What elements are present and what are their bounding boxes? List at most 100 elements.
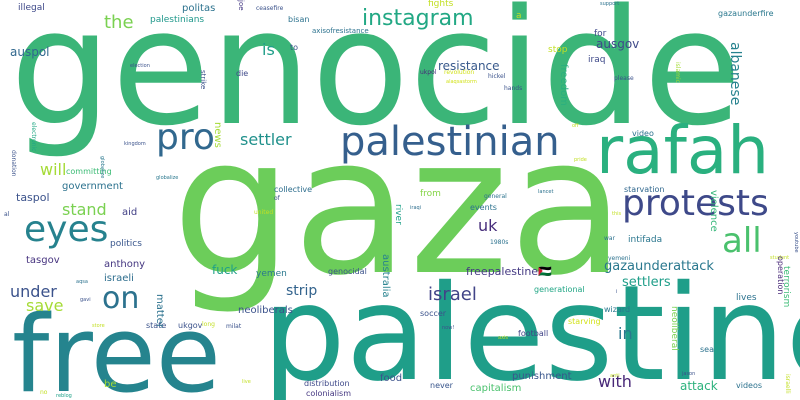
word-albanese: albanese [727,42,743,106]
word-1980s: iraqi [410,205,422,211]
word-neoliberals: neoliberals [238,305,293,316]
word-attack: attack [680,379,718,393]
word-youtube: pride [574,157,587,163]
word-ausgov: ausgov [596,37,640,51]
word-uk: uk [478,216,498,235]
word-all: all [722,221,762,261]
word-punishment: punishment [512,371,572,382]
word-operation: operation [776,256,785,295]
word-government: government [62,181,123,192]
word-lives: lives [736,293,757,303]
word-electronic: electronic [30,122,37,152]
word-jason: israelli [784,374,791,394]
word-video: video [632,129,654,138]
word-be: be [104,379,117,390]
word-united: i [616,289,618,295]
word-from: from [420,189,441,199]
word-lancet: general [484,193,507,200]
word-pro: pro [156,117,215,158]
word-colonialism: colonialism [306,389,352,398]
word-fuck: fuck [212,263,238,277]
word-neoliberal: neoliberal [669,306,679,351]
word-illegal: illegal [18,3,45,13]
word-off: of [274,195,280,202]
word-now: yemeni [608,255,631,262]
word-videos: videos [736,381,763,390]
word-river: river [393,204,403,225]
word-gazaunderfire: gazaunderfire [718,9,774,18]
word-joe: joe [237,0,245,11]
word-resistance: resistance [438,59,500,73]
word-israel: israel [428,284,477,305]
word-this: student [770,255,790,261]
word-rafah: rafah [596,112,770,189]
word-palestinian: palestinian [340,119,560,165]
word-palestine: palestine [262,257,800,400]
word-anti: jason [682,371,696,377]
word-aqsa: now! [442,325,455,331]
word-a: a [516,11,522,21]
word-stand: stand [62,200,107,219]
word-long: milat [226,323,242,330]
word-generational: generational [534,285,585,294]
word-instagram: instagram [362,6,474,31]
word-to: to [290,43,299,52]
word-war: 1980s [490,239,509,246]
word-settler: settler [240,130,292,149]
word-freedom: freedom [558,64,569,106]
word-sea: sea [700,345,714,354]
word-on: on [102,281,140,316]
word-al: donation [10,150,17,177]
word-hickel: hickel [488,73,506,80]
word-store: gavi [80,297,91,303]
word-live: store [92,323,105,329]
word-genocidal: genocidal [328,267,367,276]
word-never: never [430,381,453,390]
word-will: will [40,160,67,179]
word-no: live [242,379,251,385]
word-with: with [598,372,632,391]
word-football: football [518,329,549,338]
word-tasgov: tasgov [26,255,60,266]
word-yemen: yemen [256,269,287,279]
word-settlers: settlers [622,275,671,290]
word-strike: strike [199,70,207,90]
word-please: islamic [674,62,681,83]
word-axisofresistance: axisofresistance [312,27,369,35]
word-gazaunderattack: gazaunderattack [604,259,714,274]
word-student: youtube [793,232,799,253]
word-die: die [236,69,249,78]
word-auspol: auspol [10,45,50,59]
word-israeli: israeli [104,273,134,284]
word-axis: off [572,123,579,129]
word-islamic: support [600,1,620,7]
word-politas: politas [182,3,216,14]
word-pride: please [614,75,634,82]
word-save: save [26,296,64,315]
word-palestinians: palestinians [150,15,205,25]
word-globalize: globalize [99,156,105,179]
word-in: in [618,324,633,343]
word-the: the [104,12,134,33]
word-kingdom: this [612,211,622,217]
word-anthony: anthony [104,259,146,270]
word-election: election [130,63,150,69]
word-genocide: genocide [10,0,742,161]
word-milat: anti [610,373,620,379]
word-yemeni: war [604,235,616,242]
word-ukgov: long [202,321,215,328]
word-israelli: reblog [56,393,72,399]
word-current: axis [498,335,509,341]
word-free: free [12,293,221,400]
word-events: lancet [538,189,554,195]
word-for: for [594,29,607,39]
word-soccer: soccer [420,309,447,318]
word-gaza: gaza [172,96,626,317]
word-collective: collective [274,185,313,194]
word-australia: australia [380,254,391,298]
word-hands: hands [504,85,523,92]
word-taspol: taspol [16,191,50,204]
word-fights: fights [428,0,454,9]
word-strip: strip [286,283,318,299]
